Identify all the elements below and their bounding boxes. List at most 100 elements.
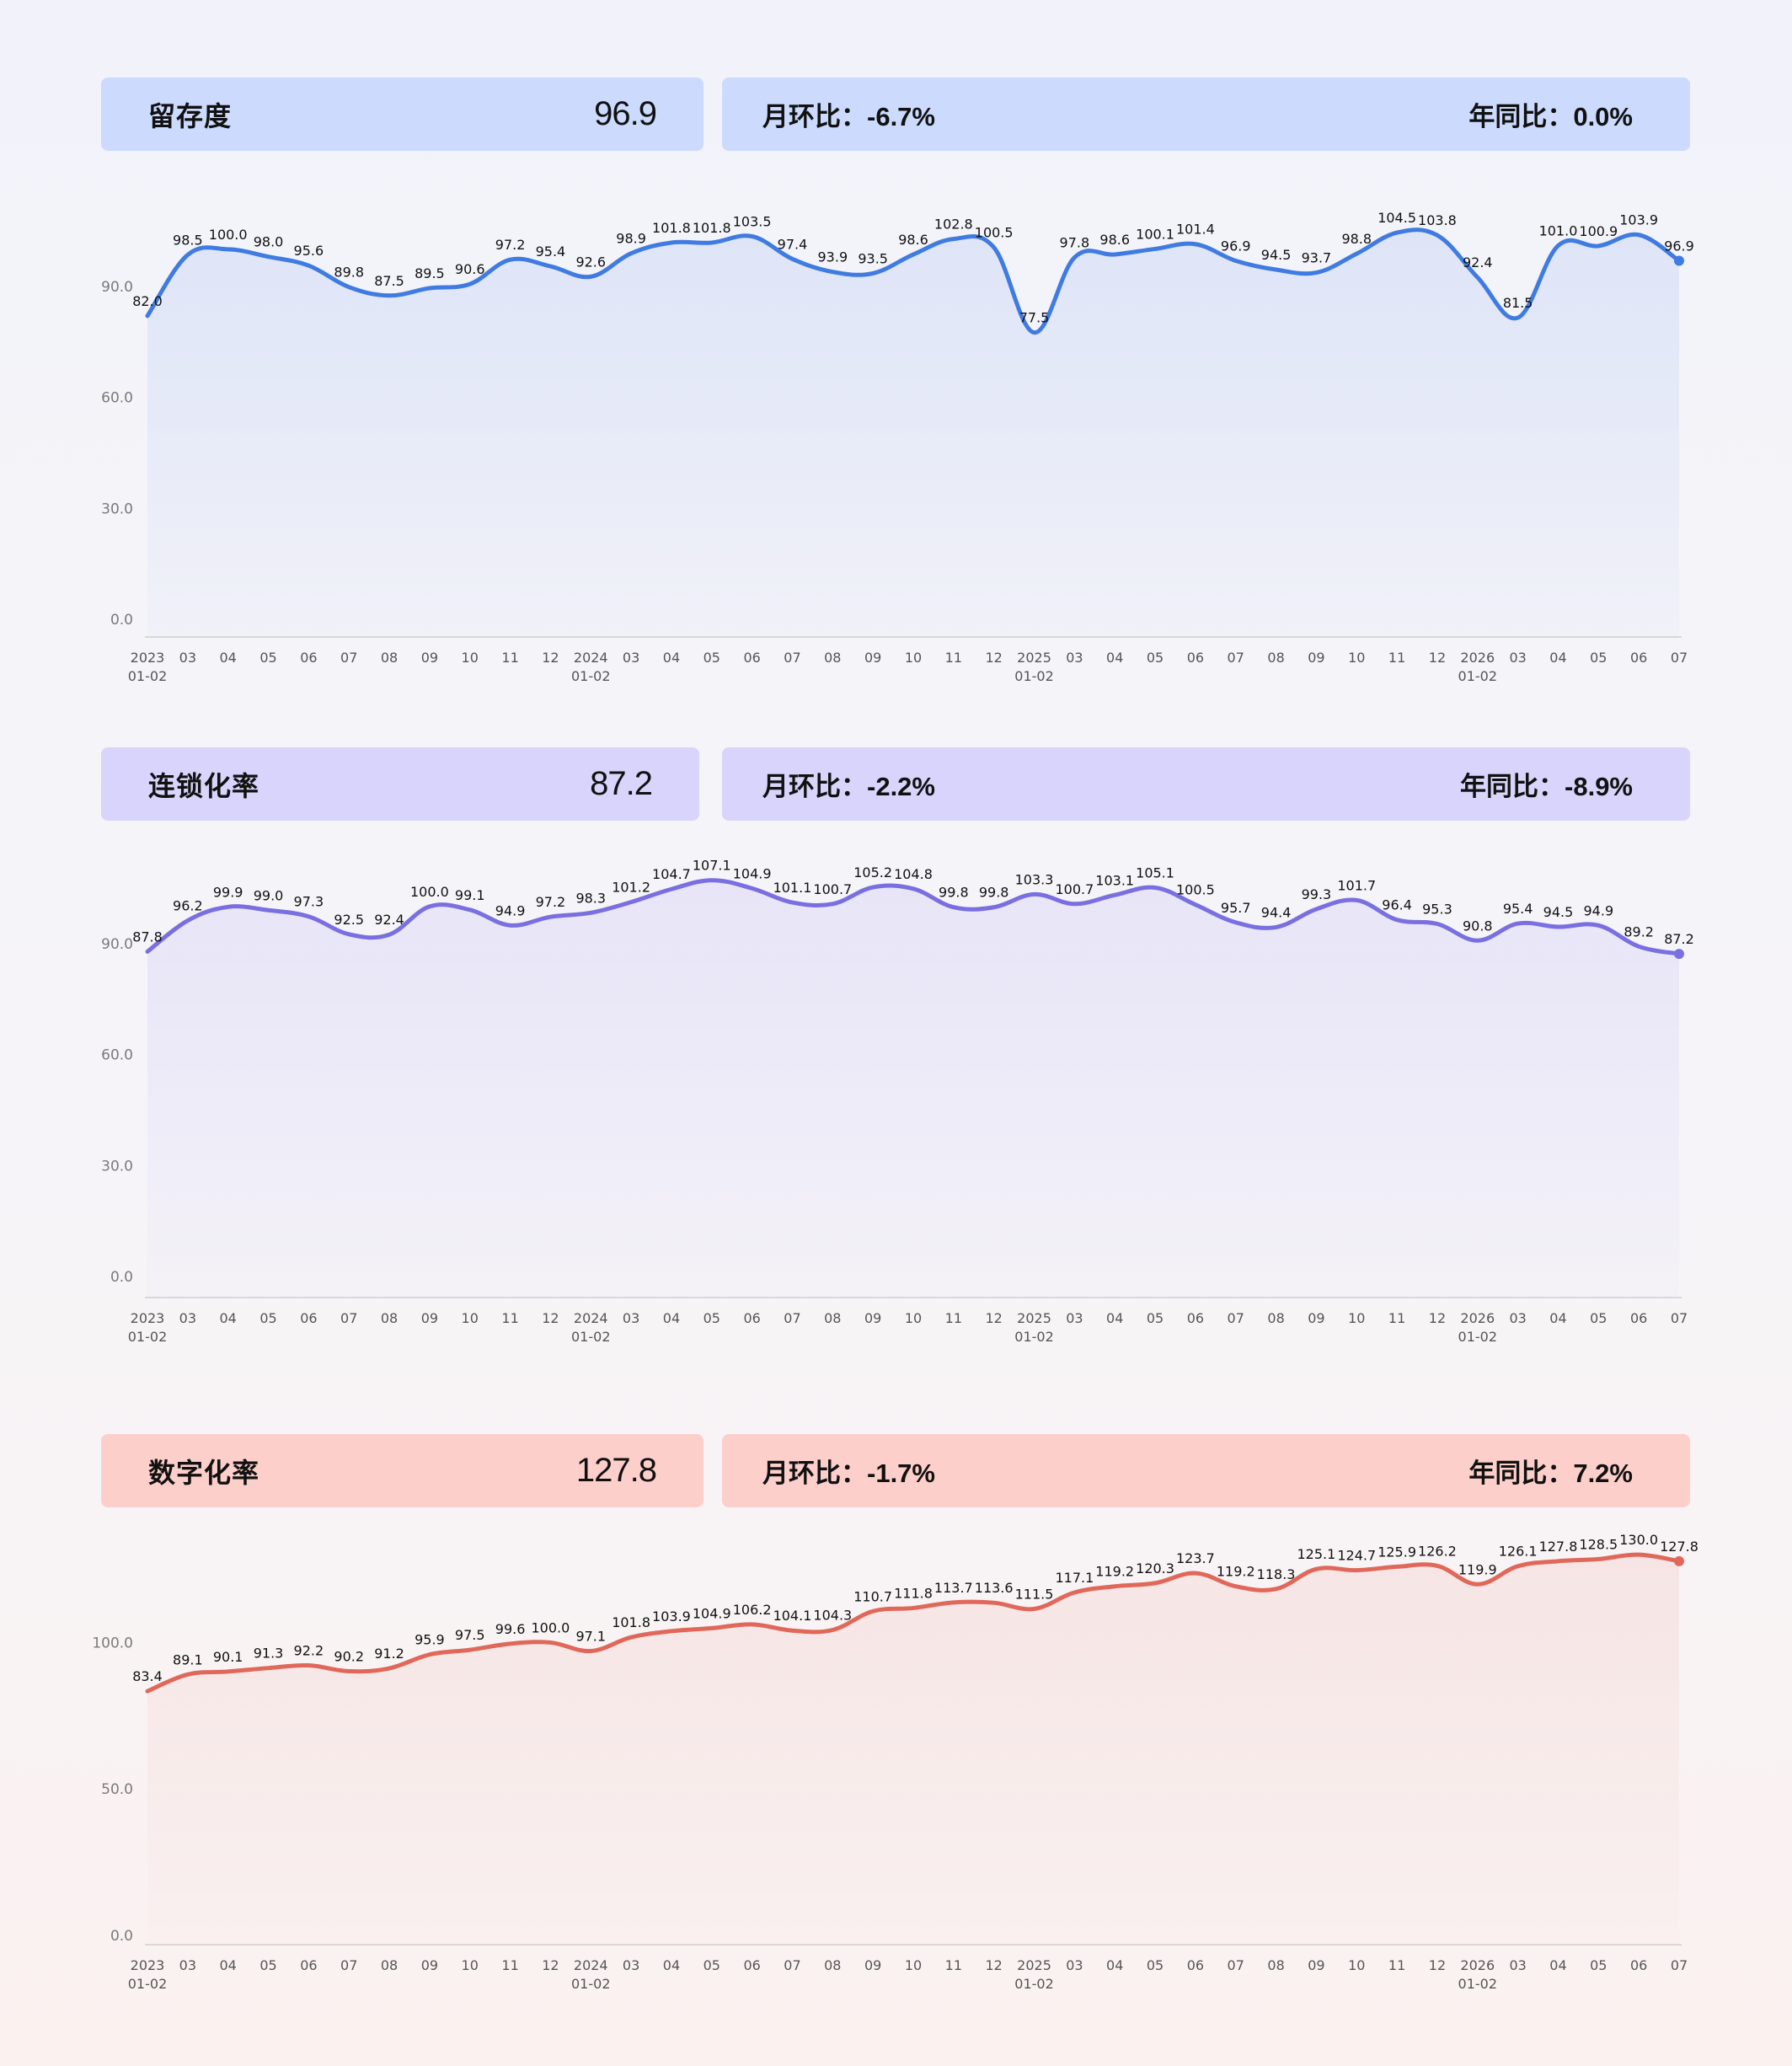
- x-tick-label: 03: [1509, 650, 1526, 666]
- data-label: 107.1: [693, 858, 731, 874]
- x-tick-label: 07: [1671, 1957, 1688, 1973]
- x-tick-label: 06: [1187, 1310, 1204, 1326]
- yoy-comparison: 年同比：7.2%: [1468, 1452, 1633, 1490]
- x-tick-label: 03: [623, 1957, 639, 1973]
- data-label: 95.7: [1221, 900, 1251, 916]
- x-tick-label: 12: [542, 1957, 559, 1973]
- data-label: 93.7: [1302, 250, 1332, 266]
- data-label: 97.2: [495, 237, 526, 253]
- x-tick-label: 04: [1549, 1310, 1566, 1326]
- data-label: 125.9: [1377, 1544, 1416, 1560]
- x-tick-label: 07: [1228, 650, 1244, 666]
- x-tick-label: 05: [1590, 1957, 1607, 1973]
- data-label: 98.9: [616, 231, 646, 247]
- data-label: 104.5: [1377, 210, 1416, 226]
- area-fill: [147, 880, 1679, 1298]
- x-tick-sublabel: 01-02: [571, 1976, 611, 1992]
- data-label: 95.9: [415, 1632, 445, 1648]
- x-tick-label: 08: [381, 1310, 398, 1326]
- data-label: 106.2: [733, 1602, 772, 1618]
- data-label: 119.2: [1095, 1564, 1134, 1580]
- data-label: 92.6: [575, 254, 606, 270]
- x-tick-label: 06: [1630, 650, 1647, 666]
- y-tick-label: 0.0: [110, 1928, 133, 1945]
- x-tick-label: 04: [663, 1957, 680, 1973]
- metric-name: 留存度: [148, 100, 233, 131]
- comparison-card: 月环比：-6.7% 年同比：0.0%: [722, 78, 1690, 151]
- mom-comparison: 月环比：-1.7%: [762, 1452, 935, 1490]
- data-label: 98.0: [254, 234, 284, 250]
- data-label: 100.0: [209, 227, 248, 243]
- metric-name: 数字化率: [148, 1457, 260, 1488]
- x-tick-sublabel: 01-02: [571, 668, 611, 684]
- data-label: 100.0: [410, 884, 449, 900]
- data-label: 92.4: [1463, 254, 1493, 270]
- yoy-value: 7.2%: [1573, 1459, 1633, 1488]
- comparison-card: 月环比：-2.2% 年同比：-8.9%: [722, 747, 1690, 821]
- data-label: 128.5: [1579, 1536, 1618, 1552]
- x-tick-label: 07: [784, 1310, 800, 1326]
- x-tick-label: 10: [905, 650, 922, 666]
- x-tick-label: 03: [1509, 1957, 1526, 1973]
- x-tick-label: 09: [1308, 650, 1324, 666]
- data-label: 95.4: [1503, 901, 1533, 917]
- data-label: 117.1: [1055, 1570, 1094, 1586]
- mom-comparison: 月环比：-6.7%: [762, 95, 935, 133]
- data-label: 126.1: [1499, 1544, 1538, 1560]
- x-tick-label: 2024: [574, 1310, 608, 1326]
- area-fill: [147, 1555, 1679, 1945]
- data-label: 87.5: [374, 273, 404, 289]
- data-label: 77.5: [1019, 310, 1050, 326]
- data-label: 110.7: [853, 1588, 892, 1604]
- x-tick-label: 09: [421, 650, 438, 666]
- x-tick-label: 05: [1590, 1310, 1607, 1326]
- x-tick-label: 06: [743, 1310, 760, 1326]
- data-label: 100.7: [813, 881, 852, 897]
- x-tick-label: 07: [1671, 650, 1688, 666]
- data-label: 92.4: [374, 912, 404, 928]
- data-label: 97.2: [536, 894, 566, 910]
- x-tick-label: 12: [986, 1957, 1003, 1973]
- data-label: 111.5: [1015, 1586, 1054, 1602]
- data-label: 94.9: [1584, 902, 1614, 918]
- yoy-comparison: 年同比：-8.9%: [1460, 765, 1633, 803]
- x-tick-label: 04: [220, 1957, 237, 1973]
- x-tick-label: 06: [300, 1310, 317, 1326]
- data-label: 96.2: [173, 898, 203, 914]
- x-tick-sublabel: 01-02: [1458, 1976, 1498, 1992]
- data-label: 91.3: [254, 1646, 284, 1662]
- x-tick-label: 03: [179, 1310, 196, 1326]
- data-label: 104.3: [813, 1608, 852, 1624]
- x-tick-label: 05: [259, 1310, 276, 1326]
- data-label: 113.6: [975, 1580, 1014, 1596]
- x-tick-label: 04: [1106, 1957, 1123, 1973]
- data-label: 126.2: [1418, 1543, 1457, 1559]
- x-tick-label: 06: [300, 1957, 317, 1973]
- data-label: 102.8: [934, 217, 973, 233]
- data-label: 103.8: [1418, 212, 1457, 228]
- yoy-value: -8.9%: [1565, 772, 1633, 801]
- data-label: 124.7: [1337, 1548, 1376, 1564]
- x-tick-label: 12: [986, 650, 1003, 666]
- mom-label: 月环比：: [762, 102, 867, 131]
- data-label: 92.2: [294, 1643, 324, 1659]
- x-tick-label: 07: [1228, 1957, 1244, 1973]
- data-label: 90.8: [1463, 918, 1493, 934]
- y-tick-label: 0.0: [110, 1269, 133, 1286]
- x-tick-label: 07: [784, 1957, 800, 1973]
- x-tick-sublabel: 01-02: [1014, 1976, 1054, 1992]
- x-tick-label: 06: [1187, 650, 1204, 666]
- data-label: 118.3: [1257, 1566, 1296, 1582]
- x-tick-label: 11: [501, 1310, 518, 1326]
- x-tick-label: 09: [421, 1310, 438, 1326]
- x-tick-label: 06: [743, 650, 760, 666]
- x-tick-label: 07: [1671, 1310, 1688, 1326]
- y-tick-label: 90.0: [101, 936, 133, 953]
- data-label: 97.1: [575, 1629, 606, 1645]
- data-label: 101.7: [1337, 877, 1376, 893]
- data-label: 93.5: [858, 250, 888, 266]
- x-tick-sublabel: 01-02: [1458, 1329, 1498, 1345]
- x-tick-label: 07: [784, 650, 800, 666]
- series-line: [145, 1552, 1682, 1694]
- x-tick-label: 03: [1066, 1310, 1083, 1326]
